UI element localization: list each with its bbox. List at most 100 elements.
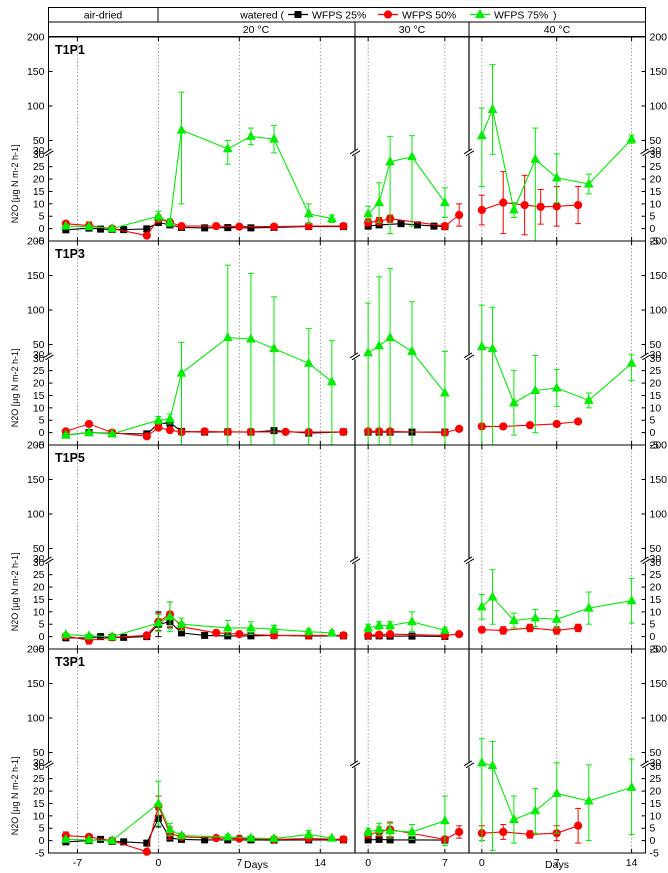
legend-label-3: WFPS 75% [494, 10, 548, 22]
y-tick-label-left-7: 30 [33, 149, 45, 161]
axis-break-mark-1b [351, 354, 361, 361]
data-point-3 [153, 617, 164, 627]
data-point-4 [440, 387, 450, 397]
data-point-7 [246, 622, 256, 632]
y-tick-label-left-8: 50 [33, 747, 45, 759]
y-tick-label-right-4: 15 [650, 186, 662, 198]
y-tick-label-right-6: 25 [650, 773, 662, 785]
y-tick-label-right-9: 100 [650, 101, 668, 113]
series-triangle-3 [61, 601, 337, 641]
series-line [65, 802, 332, 842]
series-line [65, 337, 333, 436]
panel-title: T3P1 [55, 655, 85, 669]
axis-break-mark-2b [465, 762, 475, 769]
y-tick-label-right-8: 50 [650, 747, 662, 759]
data-point-4 [551, 382, 562, 392]
panel-title: T1P3 [55, 247, 85, 261]
data-point-2 [509, 397, 519, 407]
axis-break-gap-1 [350, 558, 360, 564]
data-point-6 [626, 357, 637, 367]
data-point-0 [61, 833, 71, 843]
data-point-0 [477, 205, 486, 215]
x-tick-label-3: 14 [314, 857, 326, 869]
axis-break-gap-0 [43, 558, 54, 564]
axis-break-gap-3 [640, 558, 651, 564]
axis-break-mark-3b [642, 354, 651, 361]
legend-label-2: WFPS 50% [402, 10, 456, 22]
data-point-3 [536, 202, 545, 211]
data-point-6 [177, 222, 186, 231]
y-tick-label-left-11: 200 [27, 32, 45, 44]
data-point-4 [455, 424, 464, 433]
data-point-2 [509, 614, 519, 625]
x-tick-label-0: -7 [73, 857, 82, 869]
data-point-3 [530, 612, 541, 622]
data-point-4 [165, 611, 175, 621]
axis-break-mark-1b [351, 762, 361, 769]
axis-break-mark-2b [465, 558, 475, 565]
y-tick-label-left-0: -5 [35, 644, 44, 656]
section-3: 0 7 14 [477, 649, 638, 869]
data-point-8 [269, 833, 279, 843]
y-tick-label-right-break: 30 [650, 145, 662, 157]
axis-break-mark-1b [351, 558, 361, 565]
y-tick-label-right-3: 10 [650, 402, 662, 414]
data-point-2 [509, 813, 519, 824]
y-tick-label-right-10: 150 [650, 474, 668, 486]
data-point-0 [363, 208, 373, 218]
section-2 [363, 445, 464, 649]
data-point-1 [499, 198, 508, 207]
data-point-0 [477, 625, 486, 634]
x-tick-label-0: 0 [365, 857, 371, 869]
data-point-5 [176, 618, 187, 628]
y-tick-label-left-3: 10 [33, 606, 45, 618]
y-tick-label-left-5: 20 [33, 582, 45, 594]
data-point-5 [143, 225, 151, 233]
data-point-11 [339, 631, 348, 640]
y-tick-label-left-8: 50 [33, 135, 45, 147]
y-tick-label-left-9: 100 [27, 509, 45, 521]
data-point-8 [269, 623, 279, 633]
y-tick-label-left-2: 5 [39, 415, 45, 427]
data-point-5 [583, 795, 594, 805]
legend-marker-2 [383, 10, 393, 19]
data-point-0 [364, 631, 373, 640]
data-point-1 [499, 626, 508, 635]
panel-title: T1P1 [55, 43, 85, 57]
data-point-3 [153, 797, 164, 807]
axis-break-mark-0a [43, 148, 52, 155]
data-point-3 [530, 805, 541, 815]
y-tick-label-left-6: 25 [33, 161, 45, 173]
axis-break-mark-2a [463, 352, 473, 359]
y-tick-label-left-1: 0 [39, 631, 45, 643]
data-point-2 [385, 630, 395, 639]
data-point-3 [407, 345, 417, 355]
data-point-2 [525, 421, 535, 430]
series-line [481, 202, 579, 211]
panel-frame [48, 240, 646, 446]
data-point-11 [339, 222, 348, 231]
y-tick-label-right-8: 50 [650, 135, 662, 147]
y-axis-label: N2O [µg N m-2 h-1] [10, 553, 20, 632]
y-tick-label-left-4: 15 [33, 798, 45, 810]
axis-break-mark-3a [640, 352, 649, 359]
x-tick-label-1: 0 [155, 857, 161, 869]
data-point-1 [374, 823, 384, 833]
data-point-7 [246, 832, 256, 842]
data-point-9 [201, 836, 209, 844]
data-point-4 [574, 417, 583, 426]
y-axis-label: N2O [µg N m-2 h-1] [10, 145, 20, 224]
y-tick-label-left-8: 50 [33, 543, 45, 555]
data-point-0 [477, 601, 487, 611]
y-tick-label-right-0: -5 [650, 848, 659, 860]
y-tick-label-right-5: 20 [650, 174, 662, 186]
series-circle-2 [477, 623, 583, 635]
axis-break-gap-3 [640, 762, 651, 768]
series-triangle-3 [61, 91, 337, 233]
data-point-2 [525, 830, 535, 839]
series-circle-2 [477, 417, 583, 431]
y-tick-label-right-7: 30 [650, 149, 662, 161]
y-tick-label-left-6: 25 [33, 569, 45, 581]
